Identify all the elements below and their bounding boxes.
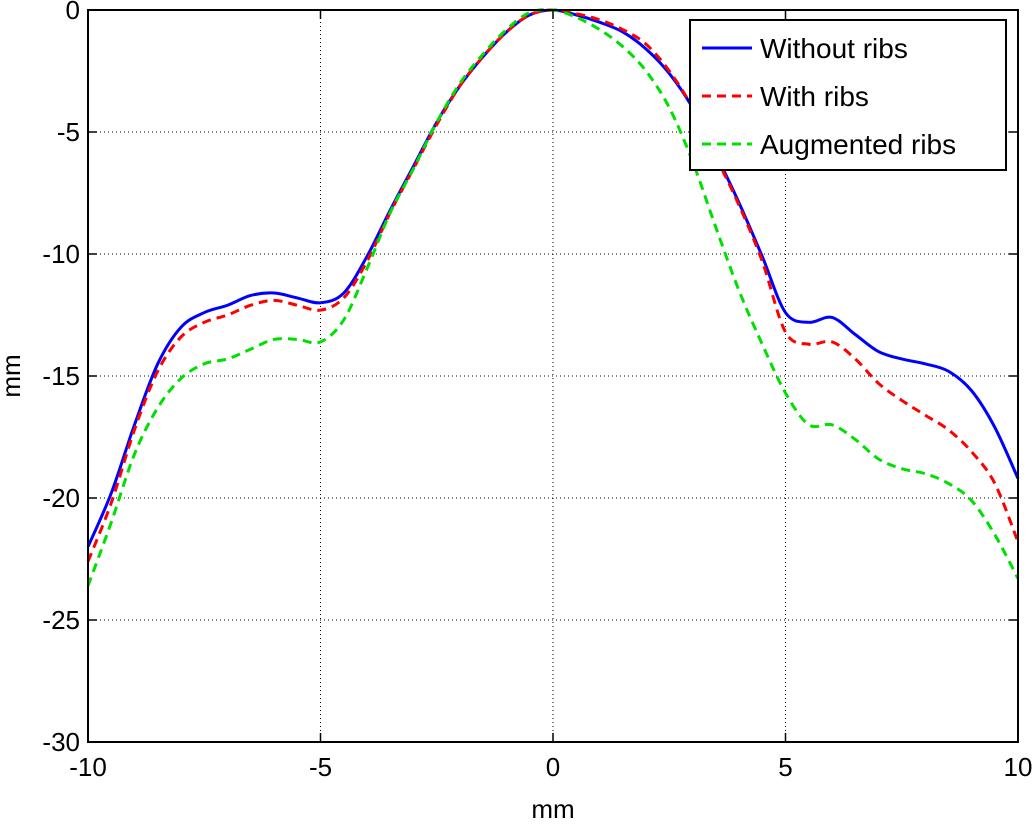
legend-label: Without ribs — [760, 33, 908, 64]
x-tick-label: -5 — [309, 752, 332, 782]
grid-lines — [88, 10, 1018, 742]
x-tick-label: -10 — [69, 752, 107, 782]
legend-label: Augmented ribs — [760, 129, 956, 160]
x-tick-label: 10 — [1004, 752, 1033, 782]
y-tick-label: 0 — [66, 0, 80, 25]
y-tick-label: -30 — [42, 727, 80, 757]
y-tick-label: -25 — [42, 605, 80, 635]
y-tick-label: -10 — [42, 239, 80, 269]
legend-label: With ribs — [760, 81, 869, 112]
y-tick-label: -5 — [57, 117, 80, 147]
legend-box — [689, 19, 1007, 171]
axis-ticks — [87, 9, 1019, 743]
x-axis-title: mm — [531, 794, 574, 824]
y-tick-label: -20 — [42, 483, 80, 513]
x-tick-label: 0 — [546, 752, 560, 782]
y-axis-title: mm — [0, 354, 26, 397]
legend: Without ribs With ribs Augmented ribs — [689, 19, 1007, 171]
y-tick-label: -15 — [42, 361, 80, 391]
x-tick-label: 5 — [778, 752, 792, 782]
tick-labels: -10 -5 0 5 10 0 -5 -10 -15 -20 -25 -30 — [42, 0, 1032, 782]
